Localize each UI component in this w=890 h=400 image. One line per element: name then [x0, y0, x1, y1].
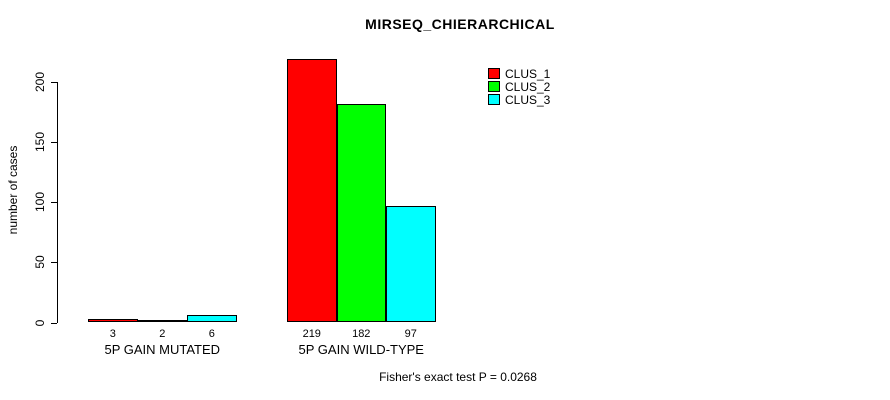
y-axis-line: [57, 82, 58, 323]
bar-clus_2-group-2: [336, 103, 386, 323]
y-axis-tick-label: 200: [33, 71, 47, 93]
y-axis-tick-label: 100: [33, 192, 47, 213]
legend-item-clus-3: CLUS_3: [488, 92, 551, 107]
chart-title: MIRSEQ_CHIERARCHICAL: [365, 16, 555, 32]
y-axis-tick: [51, 202, 57, 204]
legend-item-clus-2: CLUS_2: [488, 79, 551, 94]
y-axis-tick: [51, 322, 57, 324]
bar-value-label: 6: [208, 328, 215, 340]
y-axis-label: number of cases: [6, 145, 20, 235]
legend: CLUS_1 CLUS_2 CLUS_3: [488, 66, 551, 107]
y-axis-tick: [51, 262, 57, 264]
bar-value-label: 2: [159, 328, 166, 340]
bar-clus_3-group-1: [187, 315, 237, 323]
bar-value-label: 3: [109, 328, 116, 340]
category-label: 5P GAIN MUTATED: [104, 342, 221, 357]
legend-label-clus-1: CLUS_1: [505, 66, 551, 81]
legend-item-clus-1: CLUS_1: [488, 66, 551, 81]
bar-clus_1-group-1: [88, 318, 138, 323]
y-axis-tick-label: 0: [33, 319, 47, 326]
annotation-text: Fisher's exact test P = 0.0268: [379, 370, 537, 384]
bar-value-label: 219: [302, 328, 321, 340]
y-axis-tick-label: 50: [33, 255, 47, 270]
bar-clus_2-group-1: [137, 320, 187, 323]
bar-clus_1-group-2: [287, 59, 337, 323]
y-axis-tick: [51, 142, 57, 144]
category-label: 5P GAIN WILD-TYPE: [298, 342, 424, 357]
bar-value-label: 182: [352, 328, 371, 340]
y-axis-tick-label: 150: [33, 132, 47, 153]
y-axis-tick: [51, 82, 57, 83]
legend-label-clus-3: CLUS_3: [505, 92, 551, 107]
legend-swatch-clus-3-icon: [488, 94, 500, 105]
bar-clus_3-group-2: [386, 205, 436, 323]
legend-swatch-clus-2-icon: [488, 81, 500, 92]
legend-label-clus-2: CLUS_2: [505, 79, 551, 94]
legend-swatch-clus-1-icon: [488, 68, 500, 79]
bar-value-label: 97: [404, 328, 417, 340]
